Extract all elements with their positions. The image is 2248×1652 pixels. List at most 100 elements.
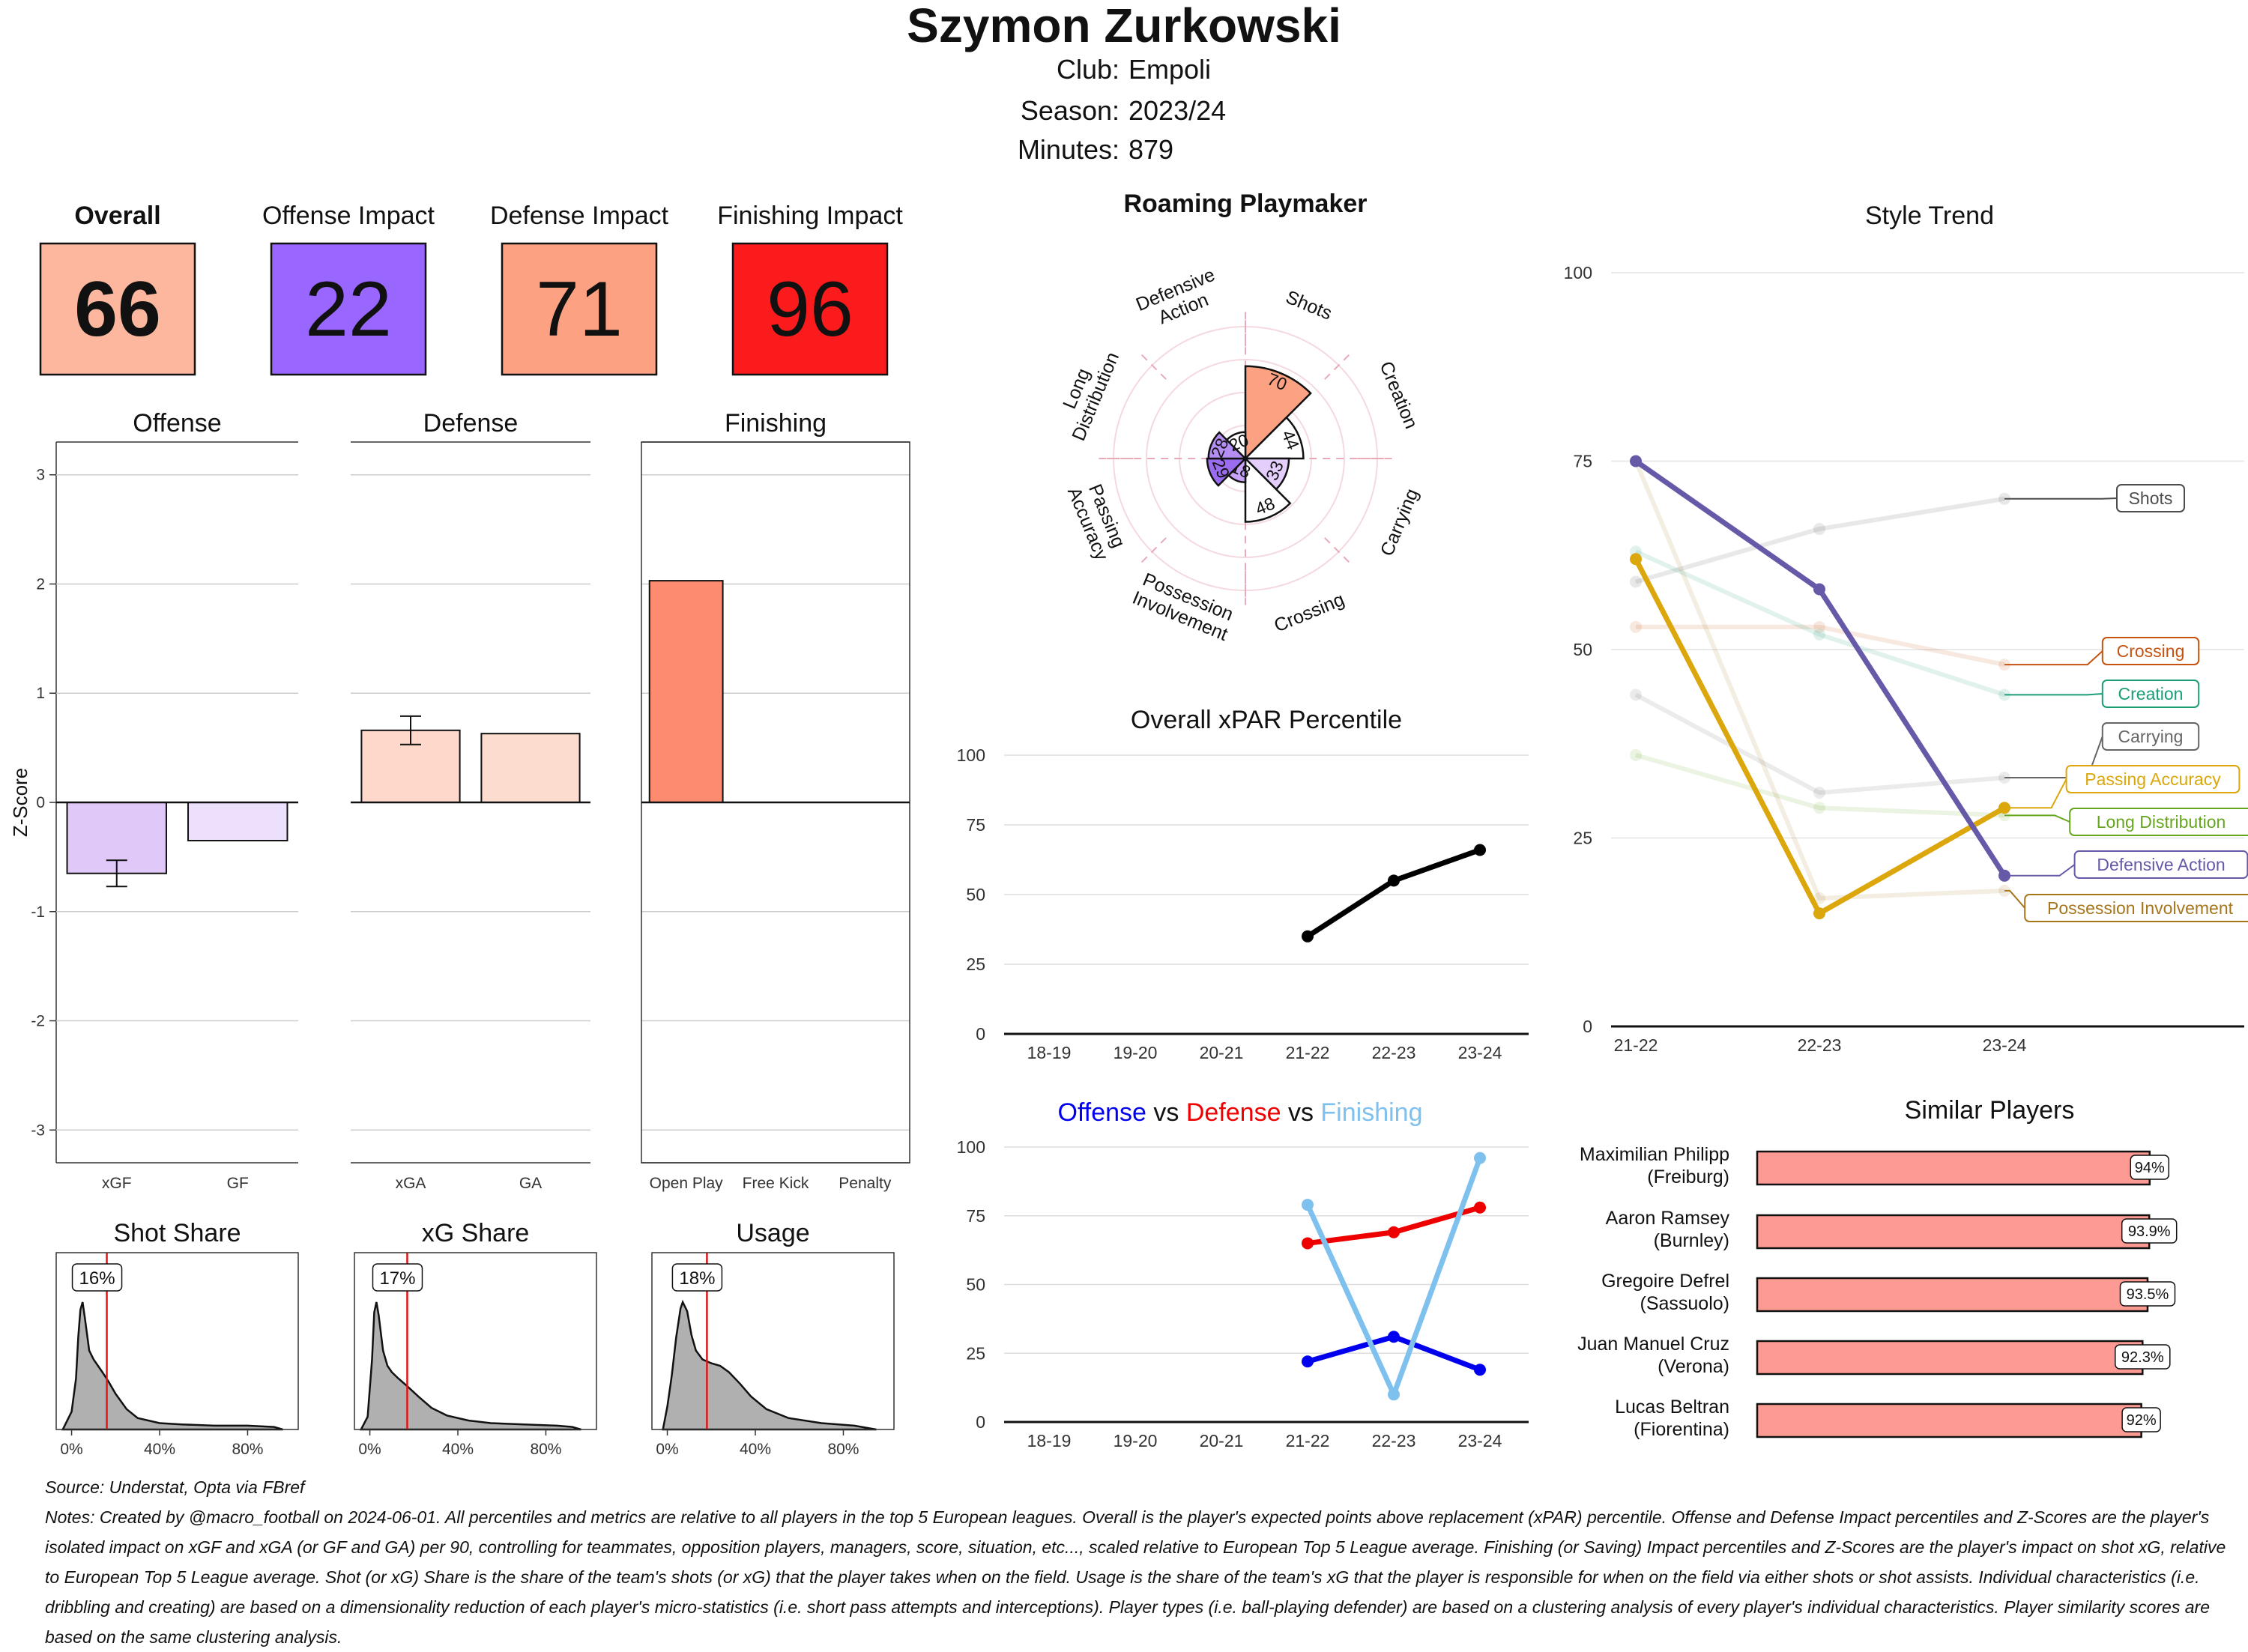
series-point bbox=[1474, 1152, 1486, 1164]
x-tick-label: 22-23 bbox=[1798, 1035, 1842, 1055]
radar-category-word: Crossing bbox=[1271, 589, 1347, 637]
radar-spoke bbox=[1140, 537, 1167, 564]
y-tick-label: 1 bbox=[36, 685, 45, 702]
share-label: 17% bbox=[379, 1268, 415, 1289]
similar-player-name: Lucas Beltran bbox=[1615, 1397, 1729, 1417]
impact-box-value: 71 bbox=[536, 266, 623, 353]
radar-wedge bbox=[1244, 456, 1292, 523]
trend-label-connector bbox=[2004, 814, 2070, 823]
panel-title: xG Share bbox=[422, 1219, 530, 1247]
zscore-bar bbox=[648, 580, 724, 803]
similarity-label: 92.3% bbox=[2121, 1349, 2164, 1366]
series-point bbox=[1302, 930, 1314, 943]
trend-point bbox=[1813, 620, 1825, 633]
similarity-bar bbox=[1756, 1403, 2142, 1438]
x-tick-label: 20-21 bbox=[1200, 1431, 1244, 1450]
series-point bbox=[1302, 1199, 1314, 1211]
trend-line bbox=[1634, 692, 2005, 796]
zscore-bar bbox=[187, 802, 288, 842]
radar-spoke bbox=[1324, 537, 1351, 564]
panel-border bbox=[354, 1252, 597, 1430]
radar-category-label: PassingAccuracy bbox=[1063, 476, 1131, 564]
trend-label: Creation bbox=[2118, 684, 2184, 704]
x-tick-label: 80% bbox=[232, 1441, 263, 1458]
trend-point bbox=[1813, 802, 1825, 814]
radar-category-label: PossessionInvolvement bbox=[1129, 568, 1239, 645]
y-tick-label: 100 bbox=[957, 745, 985, 765]
y-tick-label: -1 bbox=[31, 904, 45, 921]
panel-title: Usage bbox=[736, 1219, 809, 1247]
similarity-label: 94% bbox=[2135, 1160, 2165, 1176]
x-tick-label: 18-19 bbox=[1027, 1431, 1072, 1450]
radar-category-word: Shots bbox=[1283, 286, 1335, 324]
x-tick-label: 40% bbox=[144, 1441, 175, 1458]
series-point bbox=[1388, 1331, 1400, 1343]
impact-box-label: Finishing Impact bbox=[717, 202, 903, 230]
zscore-bar bbox=[480, 733, 581, 803]
title-part: Defense bbox=[1179, 1098, 1281, 1127]
density-area bbox=[61, 1301, 283, 1431]
y-tick-label: 75 bbox=[1573, 452, 1592, 471]
radar-spoke bbox=[1324, 353, 1351, 380]
impact-box-value: 66 bbox=[74, 266, 161, 353]
methodology-note: Notes: Created by @macro_football on 202… bbox=[45, 1507, 2226, 1647]
share-label-box bbox=[372, 1263, 423, 1292]
trend-point bbox=[1813, 523, 1825, 536]
radar-category-label: Shots bbox=[1283, 286, 1335, 324]
y-tick-label: 0 bbox=[976, 1024, 985, 1044]
trend-label-box bbox=[2024, 894, 2248, 922]
trend-label-connector bbox=[2004, 889, 2025, 909]
trend-point bbox=[1630, 553, 1642, 566]
x-tick-label: 80% bbox=[827, 1441, 859, 1458]
trend-label-connector bbox=[2004, 778, 2067, 809]
x-tick-label: 23-24 bbox=[1983, 1035, 2027, 1055]
trend-label: Defensive Action bbox=[2097, 855, 2225, 874]
season-label: Season: bbox=[1021, 95, 1120, 126]
radar-category-label: Creation bbox=[1375, 358, 1421, 432]
similar-player-name: (Fiorentina) bbox=[1634, 1419, 1729, 1440]
title-part: Finishing bbox=[1314, 1098, 1423, 1127]
impact-box-label: Overall bbox=[74, 202, 160, 230]
trend-point bbox=[1813, 907, 1825, 920]
trend-point bbox=[1813, 628, 1825, 641]
x-tick-label: 0% bbox=[358, 1441, 381, 1458]
similarity-label: 92% bbox=[2127, 1412, 2157, 1429]
series-point bbox=[1388, 1388, 1400, 1401]
trend-label-box bbox=[2116, 484, 2185, 512]
panel-title: Finishing bbox=[725, 409, 827, 438]
trend-label-box bbox=[2069, 808, 2248, 836]
impact-box bbox=[270, 242, 427, 376]
x-tick-label: 21-22 bbox=[1286, 1431, 1330, 1450]
share-density-charts: Shot Share 16% 0% 40% 80% xG Share 17% 0% 40% 80%… bbox=[55, 1219, 895, 1458]
x-tick-label: xGA bbox=[396, 1175, 426, 1192]
club-label: Club: bbox=[1057, 54, 1120, 85]
x-tick-label: 21-22 bbox=[1614, 1035, 1658, 1055]
similarity-label-box bbox=[2130, 1155, 2170, 1180]
y-tick-label: 0 bbox=[36, 794, 45, 811]
trend-label: Carrying bbox=[2118, 727, 2184, 746]
chart-title: Overall xPAR Percentile bbox=[1131, 706, 1402, 734]
trend-point bbox=[1630, 748, 1642, 761]
radar-category-label: Crossing bbox=[1271, 589, 1347, 637]
similarity-label-box bbox=[2119, 1281, 2176, 1307]
x-tick-label: 40% bbox=[442, 1441, 474, 1458]
similarity-bar bbox=[1756, 1150, 2151, 1186]
trend-point bbox=[1630, 689, 1642, 701]
x-tick-label: GF bbox=[227, 1175, 249, 1192]
title-part: Offense bbox=[1058, 1098, 1146, 1127]
title-part: vs bbox=[1281, 1098, 1314, 1127]
x-tick-label: 18-19 bbox=[1027, 1043, 1072, 1062]
x-tick-label: 19-20 bbox=[1114, 1431, 1158, 1450]
similar-player-name: (Sassuolo) bbox=[1640, 1293, 1730, 1314]
series-point bbox=[1302, 1355, 1314, 1368]
series-point bbox=[1474, 1364, 1486, 1376]
title-part: vs bbox=[1146, 1098, 1179, 1127]
y-tick-label: 75 bbox=[966, 815, 985, 835]
radar-ring bbox=[1146, 359, 1345, 558]
series-point bbox=[1474, 844, 1486, 856]
impact-box bbox=[731, 242, 889, 376]
x-tick-label: 20-21 bbox=[1200, 1043, 1244, 1062]
similarity-label: 93.5% bbox=[2127, 1286, 2169, 1303]
radar-category-label: Carrying bbox=[1377, 485, 1423, 559]
trend-point bbox=[1813, 787, 1825, 799]
